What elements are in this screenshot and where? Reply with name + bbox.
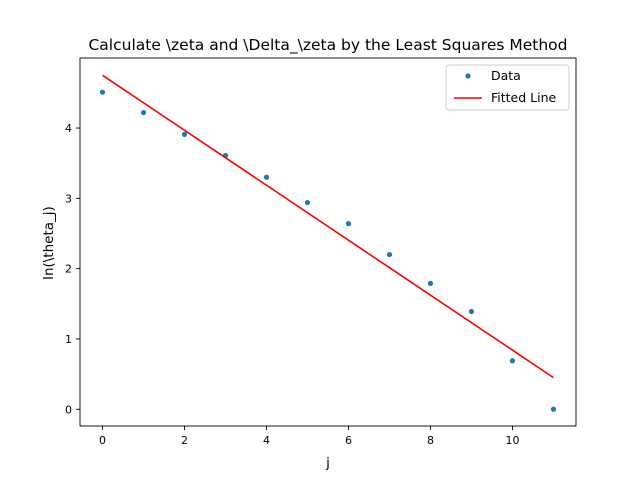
data-point: [304, 199, 311, 206]
y-axis-label: ln(\theta_j): [41, 206, 57, 280]
x-axis-label: j: [325, 455, 330, 471]
data-point: [181, 131, 188, 137]
y-tick-label: 2: [65, 263, 72, 276]
data-point: [386, 251, 393, 258]
x-tick-label: 10: [505, 434, 519, 447]
axes-frame: [79, 57, 577, 427]
x-tick-label: 2: [181, 434, 188, 447]
fitted-line: [102, 74, 554, 379]
y-tick-label: 3: [65, 192, 72, 205]
data-point: [345, 221, 352, 227]
data-point: [468, 308, 475, 315]
x-tick-label: 6: [345, 434, 352, 447]
data-point: [509, 358, 516, 364]
axes: 0 2 4 6 8 10 0 1 2 3 4: [65, 57, 577, 447]
x-tick-label: 0: [99, 434, 106, 447]
data-point: [99, 89, 106, 95]
data-point: [263, 174, 270, 180]
x-tick-label: 4: [263, 434, 270, 447]
data-point: [140, 109, 147, 116]
legend: Data Fitted Line: [445, 64, 570, 111]
legend-swatch-point: [465, 73, 471, 79]
legend-label: Data: [491, 68, 521, 83]
legend-label: Fitted Line: [491, 90, 557, 105]
data-point: [427, 280, 434, 287]
y-tick-label: 0: [65, 403, 72, 416]
data-point: [550, 406, 557, 412]
plot-area: [99, 74, 557, 412]
y-tick-label: 1: [65, 333, 72, 346]
chart-title: Calculate \zeta and \Delta_\zeta by the …: [88, 36, 567, 55]
x-tick-label: 8: [427, 434, 434, 447]
y-tick-label: 4: [65, 122, 72, 135]
